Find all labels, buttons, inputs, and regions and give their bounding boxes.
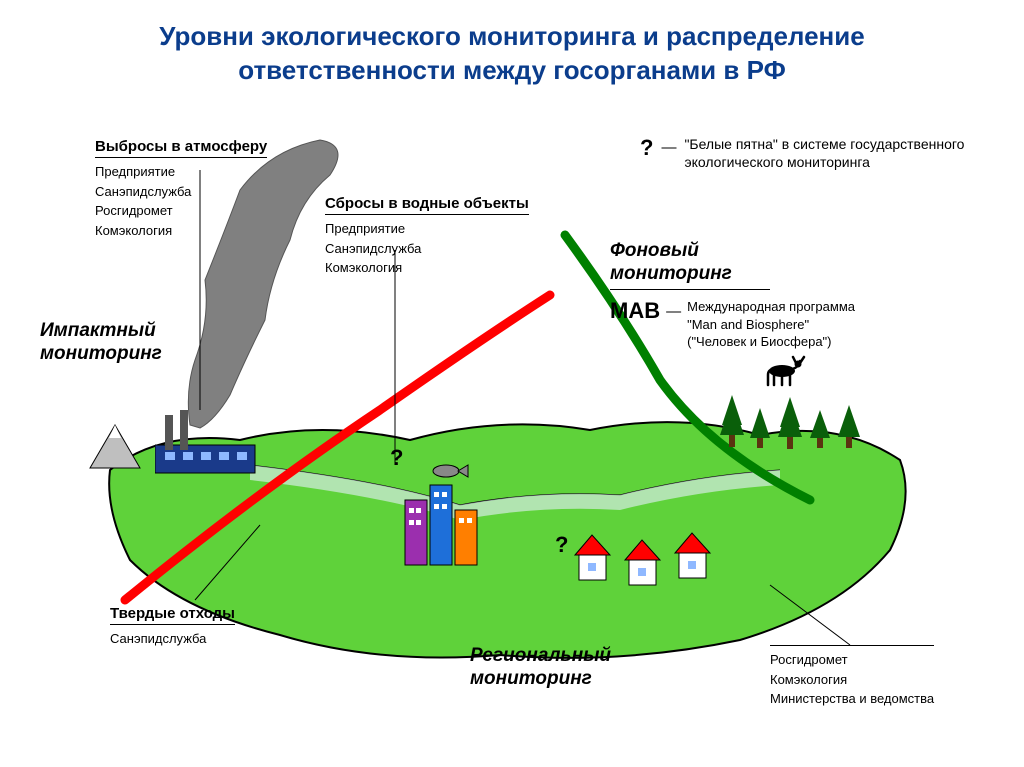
list-item: Комэкология xyxy=(95,221,267,241)
mab-text-3: ("Человек и Биосфера") xyxy=(687,333,855,351)
background-monitoring-label: Фоновый мониторинг xyxy=(610,240,770,290)
mab-label: MAB xyxy=(610,298,660,324)
list-item: Предприятие xyxy=(325,219,529,239)
list-item: Комэкология xyxy=(325,258,529,278)
question-mark-icon: ? xyxy=(640,135,653,171)
regional-list-block: Росгидромет Комэкология Министерства и в… xyxy=(770,645,934,709)
list-item: Росгидромет xyxy=(95,201,267,221)
blind-spots-text: "Белые пятна" в системе государственного… xyxy=(684,135,970,171)
mab-text-2: "Man and Biosphere" xyxy=(687,316,855,334)
list-item: Санэпидслужба xyxy=(110,629,235,649)
dash: — xyxy=(661,135,676,171)
regional-monitoring-label: Региональный мониторинг xyxy=(470,645,670,691)
title-line2: ответственности между госорганами в РФ xyxy=(40,54,984,88)
impact-monitoring-label: Импактный мониторинг xyxy=(40,320,190,366)
list-item: Министерства и ведомства xyxy=(770,689,934,709)
diagram-canvas: Выбросы в атмосферу Предприятие Санэпидс… xyxy=(0,100,1024,760)
water-discharge-block: Сбросы в водные объекты Предприятие Санэ… xyxy=(325,195,529,278)
list-item: Санэпидслужба xyxy=(95,182,267,202)
blind-spots-block: ? — "Белые пятна" в системе государствен… xyxy=(640,135,970,171)
question-mark-icon: ? xyxy=(390,445,403,471)
question-mark-icon: ? xyxy=(555,532,568,558)
mab-block: MAB — Международная программа "Man and B… xyxy=(610,298,855,351)
air-emissions-block: Выбросы в атмосферу Предприятие Санэпидс… xyxy=(95,138,267,240)
mab-text-1: Международная программа xyxy=(687,298,855,316)
air-emissions-heading: Выбросы в атмосферу xyxy=(95,138,267,158)
list-item: Санэпидслужба xyxy=(325,239,529,259)
list-item: Росгидромет xyxy=(770,650,934,670)
list-item: Предприятие xyxy=(95,162,267,182)
page-title: Уровни экологического мониторинга и расп… xyxy=(0,0,1024,98)
solid-waste-block: Твердые отходы Санэпидслужба xyxy=(110,605,235,649)
solid-waste-heading: Твердые отходы xyxy=(110,605,235,625)
title-line1: Уровни экологического мониторинга и расп… xyxy=(40,20,984,54)
water-discharge-heading: Сбросы в водные объекты xyxy=(325,195,529,215)
dash: — xyxy=(666,298,681,320)
list-item: Комэкология xyxy=(770,670,934,690)
